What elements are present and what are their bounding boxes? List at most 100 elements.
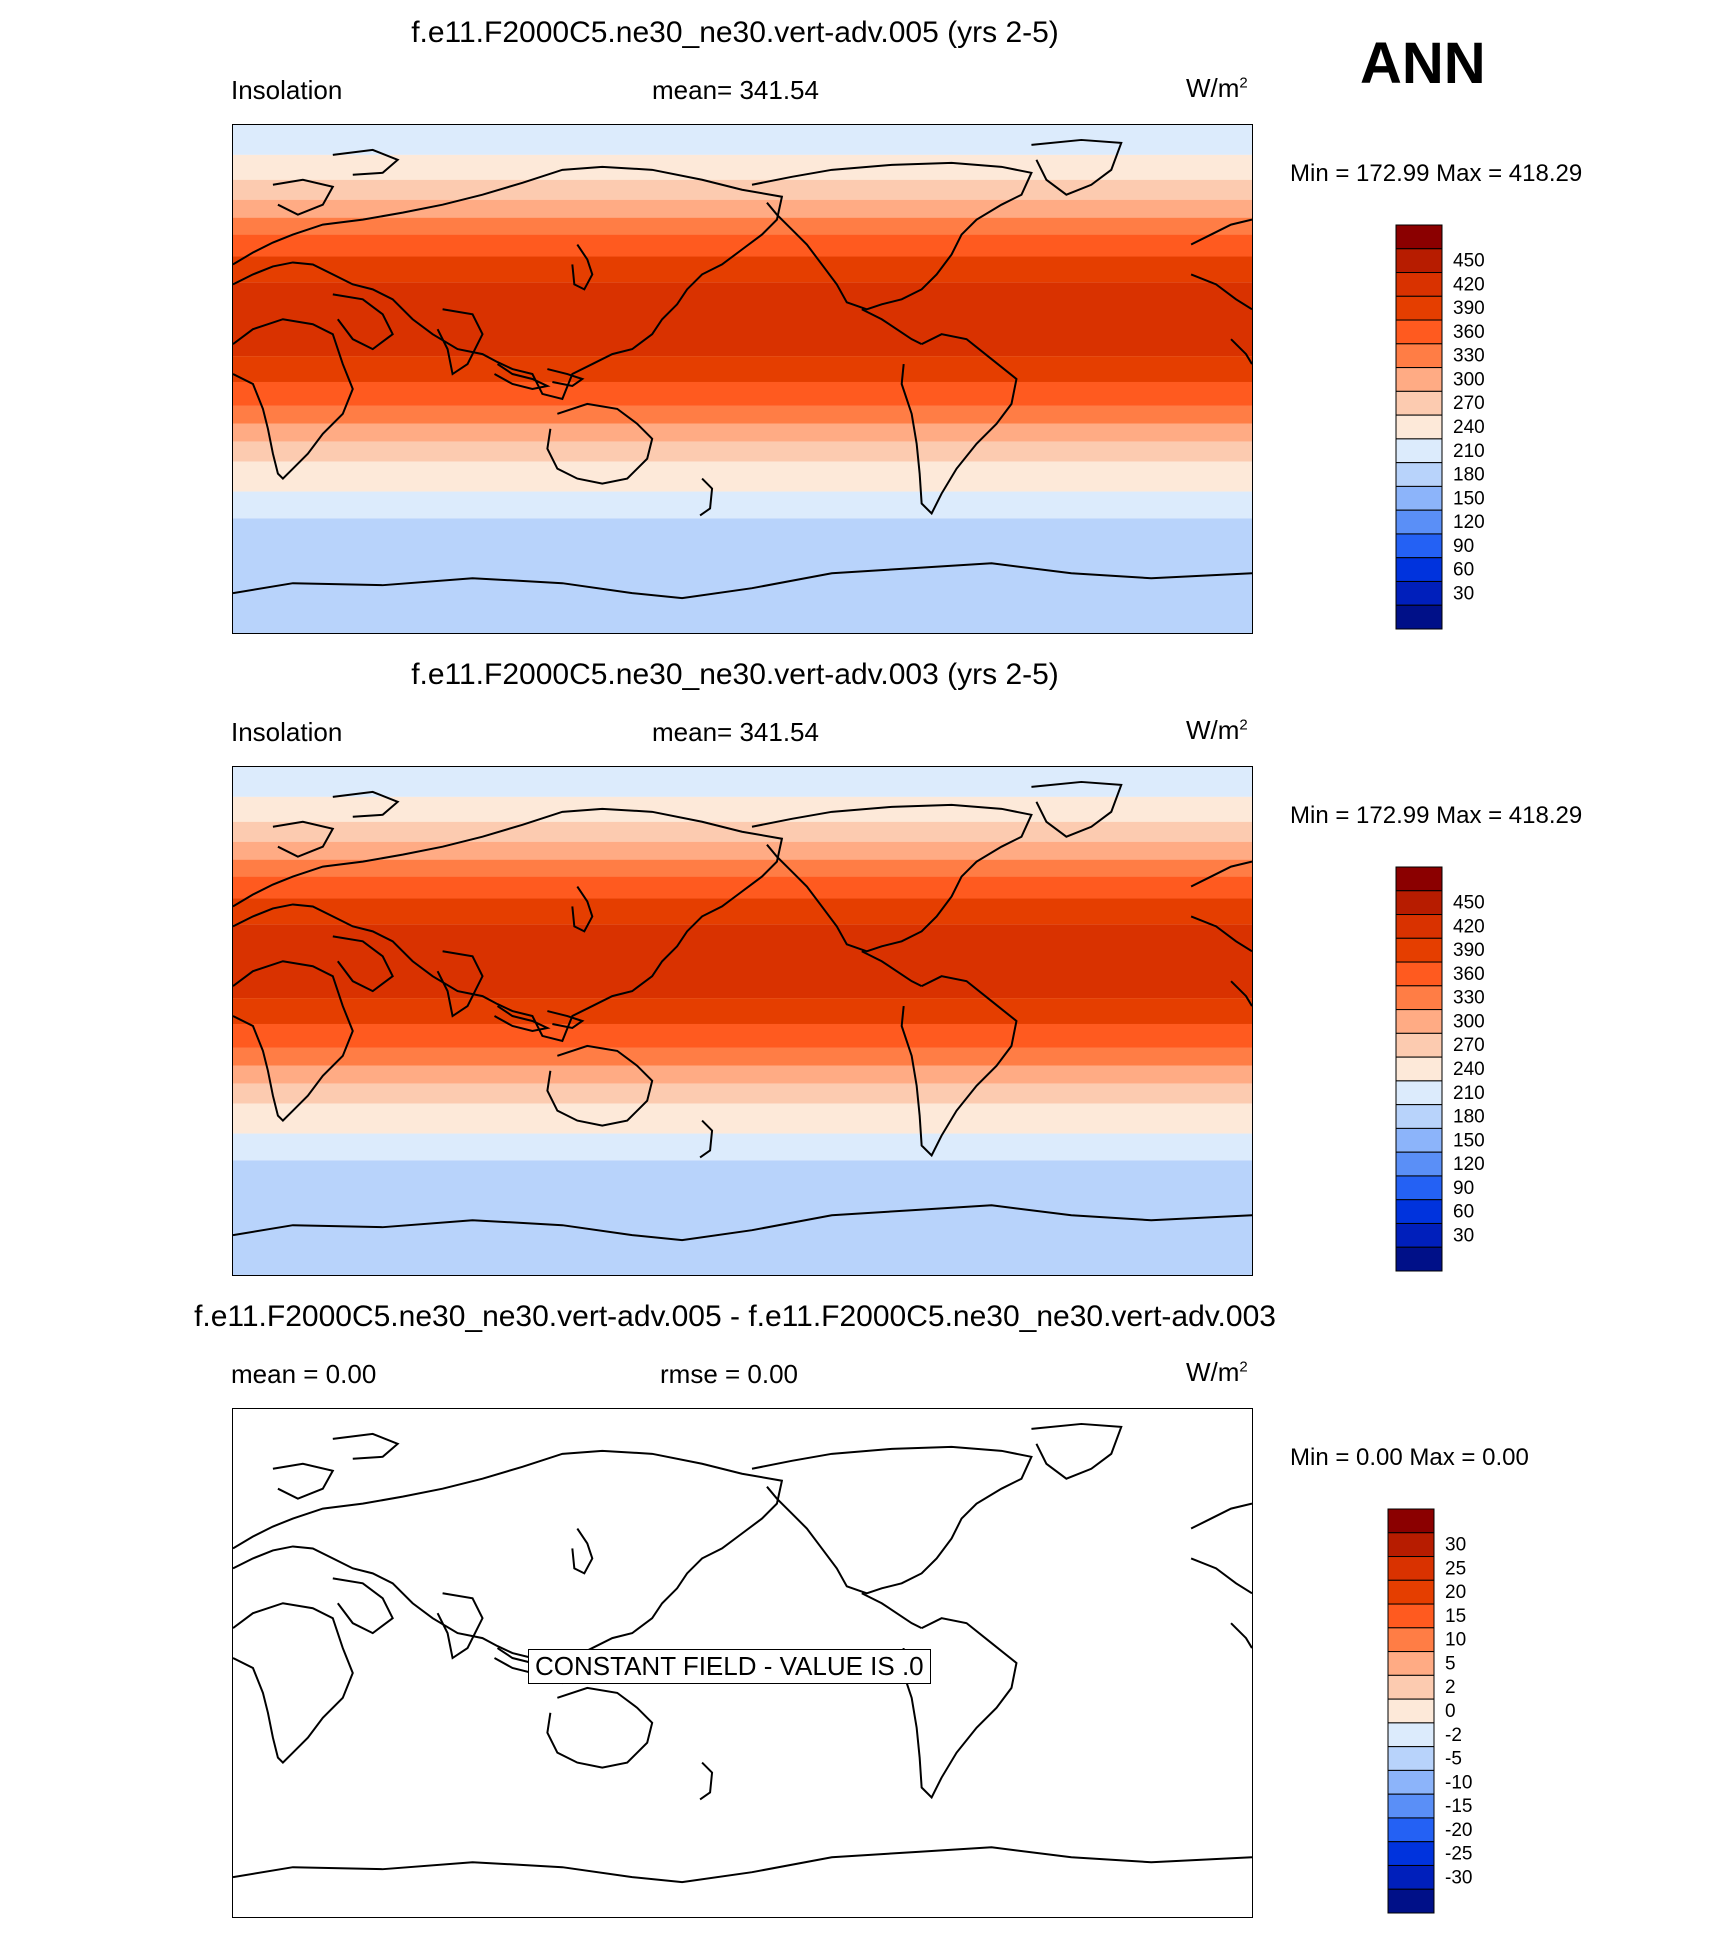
coastline — [332, 1577, 394, 1635]
latitude-band — [233, 423, 1252, 442]
coastline — [1190, 915, 1252, 953]
latitude-band — [233, 898, 1252, 925]
panel-2-mean-label: mean= 341.54 — [652, 717, 819, 747]
colorbar-tick-label: 2 — [1445, 1677, 1456, 1698]
colorbar-tick-label: 20 — [1445, 1582, 1466, 1603]
colorbar-tick-label: 150 — [1453, 1130, 1485, 1151]
colorbar-tick-label: 10 — [1445, 1630, 1466, 1651]
colorbar-swatch — [1395, 533, 1443, 559]
coastline — [1230, 980, 1252, 1007]
colorbar-swatch — [1395, 1151, 1443, 1177]
latitude-band — [233, 381, 1252, 406]
coastline — [233, 1602, 354, 1765]
coastline — [861, 950, 923, 988]
coastline — [547, 1010, 585, 1030]
coastline — [272, 178, 335, 216]
coastline — [332, 148, 400, 176]
colorbar-swatch — [1395, 248, 1443, 274]
colorbar-tick-label: 240 — [1453, 1059, 1485, 1080]
latitude-band — [233, 1047, 1252, 1066]
coastline — [861, 308, 923, 346]
colorbar-tick-label: 240 — [1453, 417, 1485, 438]
colorbar-tick-label: 180 — [1453, 1107, 1485, 1128]
colorbar-swatch — [1395, 462, 1443, 487]
colorbar-swatch — [1395, 1175, 1443, 1201]
latitude-band — [233, 217, 1252, 235]
colorbar-swatch — [1387, 1841, 1435, 1866]
colorbar-tick-label: 330 — [1453, 988, 1485, 1009]
coastline — [571, 885, 594, 933]
coastline — [900, 1617, 1018, 1800]
colorbar-swatch — [1395, 1246, 1443, 1272]
coastline — [1031, 1422, 1123, 1480]
latitude-band — [233, 796, 1252, 822]
colorbar-tick-label: 420 — [1453, 274, 1485, 295]
latitude-band — [233, 356, 1252, 382]
colorbar-tick-label: 300 — [1453, 1011, 1485, 1032]
latitude-band — [233, 924, 1252, 999]
coastline — [332, 1432, 400, 1460]
latitude-band — [233, 405, 1252, 424]
latitude-band — [233, 1103, 1252, 1134]
coastline — [546, 402, 654, 485]
colorbar-swatch — [1395, 1127, 1443, 1153]
colorbar-2-labels: 4504203903603303002702402101801501209060… — [1453, 893, 1485, 1247]
colorbar-swatch — [1395, 1009, 1443, 1034]
colorbar-swatch — [1395, 1104, 1443, 1129]
coastline — [1031, 138, 1123, 196]
coastline — [233, 562, 1252, 600]
panel-1-coastlines — [233, 138, 1252, 600]
latitude-band — [233, 125, 1252, 155]
colorbar-tick-label: -30 — [1445, 1867, 1472, 1888]
coastline — [494, 363, 551, 390]
colorbar-swatch — [1387, 1746, 1435, 1771]
colorbar-swatch — [1387, 1532, 1435, 1558]
coastline — [861, 1592, 923, 1630]
colorbar-tick-label: 360 — [1453, 322, 1485, 343]
coastline — [1031, 780, 1123, 838]
latitude-band — [233, 491, 1252, 519]
coastline — [699, 1119, 714, 1159]
colorbar-swatch — [1395, 961, 1443, 987]
coastline — [233, 165, 784, 401]
latitude-band — [233, 154, 1252, 180]
panel-2-map — [232, 766, 1253, 1276]
panel-2-coastlines — [233, 780, 1252, 1242]
colorbar-swatch — [1387, 1722, 1435, 1748]
colorbar-swatch — [1395, 224, 1443, 250]
panel-3-minmax: Min = 0.00 Max = 0.00 — [1290, 1444, 1529, 1471]
latitude-band — [233, 282, 1252, 357]
colorbar-swatch — [1395, 414, 1443, 440]
latitude-band — [233, 1133, 1252, 1161]
colorbar-tick-label: 450 — [1453, 893, 1485, 914]
colorbar-swatch — [1395, 937, 1443, 963]
latitude-band — [233, 1083, 1252, 1104]
colorbar-swatch — [1387, 1769, 1435, 1795]
latitude-band — [233, 518, 1252, 633]
coastline — [233, 1846, 1252, 1884]
colorbar-tick-label: 300 — [1453, 369, 1485, 390]
colorbar-swatch — [1395, 343, 1443, 369]
coastline — [547, 368, 585, 388]
coastline — [1230, 338, 1252, 365]
colorbar-swatch — [1395, 557, 1443, 582]
latitude-band — [233, 1160, 1252, 1275]
latitude-band — [233, 767, 1252, 797]
colorbar-tick-label: 5 — [1445, 1653, 1456, 1674]
latitude-band — [233, 1023, 1252, 1048]
colorbar-swatch — [1387, 1864, 1435, 1890]
colorbar-tick-label: 450 — [1453, 251, 1485, 272]
colorbar-tick-label: -15 — [1445, 1796, 1472, 1817]
colorbar-swatch — [1395, 866, 1443, 892]
coastline — [900, 333, 1018, 516]
colorbar-tick-label: 120 — [1453, 1154, 1485, 1175]
latitude-band — [233, 1065, 1252, 1084]
colorbar-tick-label: 90 — [1453, 1178, 1474, 1199]
colorbar-tick-label: 330 — [1453, 346, 1485, 367]
colorbar-3-swatches — [1387, 1508, 1435, 1914]
colorbar-1-swatches — [1395, 224, 1443, 630]
coastline — [436, 308, 484, 376]
panel-1-bands — [233, 125, 1252, 633]
colorbar-tick-label: 90 — [1453, 536, 1474, 557]
